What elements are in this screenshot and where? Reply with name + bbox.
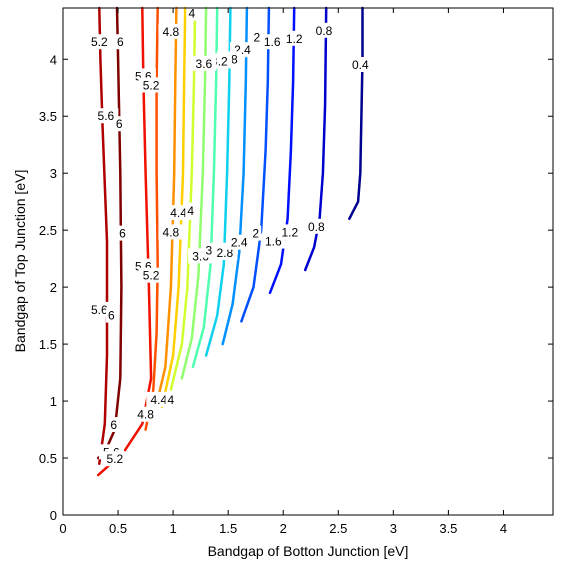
contour-line-2: [221, 6, 249, 346]
y-tick-label: 2: [50, 280, 57, 295]
contour-label: 0.8: [316, 24, 333, 38]
contour-lines: [96, 6, 364, 477]
contour-label: 6: [108, 309, 115, 323]
contour-label-bg: [158, 224, 184, 240]
contour-label: 2.4: [231, 236, 248, 250]
contour-label: 5.6: [98, 109, 115, 123]
contour-label: 1.6: [264, 35, 281, 49]
x-tick-label: 4: [500, 521, 507, 536]
contour-label: 0.4: [352, 58, 369, 72]
contour-label-bg: [93, 108, 119, 124]
contour-label: 1.2: [281, 225, 298, 239]
y-axis-ticks: 0 0.5 1 1.5 2 2.5 3 3.5 4: [39, 52, 553, 523]
x-tick-label: 2: [280, 521, 287, 536]
contour-label: 5.2: [106, 452, 123, 466]
contour-label: 4: [187, 204, 194, 218]
contour-label: 6: [117, 35, 124, 49]
y-tick-label: 1: [50, 394, 57, 409]
x-tick-label: 3: [390, 521, 397, 536]
contour-label-bg: [277, 224, 303, 240]
contour-label: 1.2: [286, 32, 303, 46]
contour-label-bg: [250, 225, 262, 241]
contour-label-bg: [347, 57, 373, 72]
contour-label: 4.8: [163, 225, 180, 239]
contour-label: 6: [119, 227, 126, 241]
contour-label-bg: [86, 34, 112, 50]
contour-line-2-4: [204, 6, 232, 357]
y-axis-label: Bandgap of Top Junction [eV]: [12, 170, 28, 353]
contour-label: 6: [116, 117, 123, 131]
y-tick-label: 0: [50, 508, 57, 523]
contour-label: 4.8: [163, 25, 180, 39]
contour-label-bg: [133, 406, 159, 422]
contour-label: 5.2: [143, 79, 160, 93]
contour-label: 0.8: [308, 220, 325, 234]
contour-label-bg: [138, 77, 164, 93]
x-tick-label: 2.5: [329, 521, 347, 536]
contour-line-1-6: [240, 6, 271, 323]
contour-label: 5.6: [91, 303, 108, 317]
x-tick-label: 0.5: [109, 521, 127, 536]
contour-label-bg: [146, 391, 172, 407]
y-tick-label: 2.5: [39, 223, 57, 238]
contour-label: 2: [252, 227, 259, 241]
contour-label: 5.2: [91, 35, 108, 49]
contour-label: 4.8: [137, 408, 154, 422]
contour-label-bg: [105, 307, 117, 323]
y-tick-label: 1.5: [39, 337, 57, 352]
contour-line-1-2: [268, 6, 296, 295]
contour-label-bg: [108, 417, 120, 432]
contour-label-bg: [166, 205, 192, 221]
plot-frame: [62, 7, 554, 516]
x-axis-label: Bandgap of Botton Junction [eV]: [208, 543, 409, 559]
contour-label: 3.6: [196, 57, 213, 71]
contour-label-bg: [138, 267, 164, 283]
contour-label-bg: [281, 30, 307, 46]
contour-label: 4.4: [150, 393, 167, 407]
contour-label-bg: [191, 55, 217, 71]
y-tick-label: 4: [50, 52, 57, 67]
contour-label-bg: [303, 218, 329, 234]
contour-label-bg: [86, 301, 112, 317]
contour-line-0-8: [303, 6, 328, 272]
contour-label: 4.4: [170, 206, 187, 220]
contour-label-bg: [185, 202, 197, 218]
contour-label-bg: [113, 116, 125, 132]
contour-label-bg: [114, 34, 126, 50]
contour-label-bg: [311, 22, 337, 38]
x-axis-ticks: 0 0.5 1 1.5 2 2.5 3 3.5 4: [59, 8, 507, 536]
x-tick-label: 1.5: [219, 521, 237, 536]
contour-label: 4: [168, 393, 175, 407]
contour-label-bg: [186, 5, 198, 21]
contour-label-bg: [259, 34, 285, 50]
y-tick-label: 0.5: [39, 451, 57, 466]
contour-label-bg: [158, 23, 184, 39]
contour-line-5-6: [98, 6, 109, 465]
contour-label-bg: [117, 225, 128, 241]
x-tick-label: 1: [169, 521, 176, 536]
contour-label-bg: [226, 234, 252, 250]
contour-label: 5.2: [143, 269, 160, 283]
x-tick-label: 3.5: [439, 521, 457, 536]
contour-line-0-4: [348, 6, 364, 221]
y-tick-label: 3: [50, 166, 57, 181]
contour-label-bg: [102, 451, 128, 467]
contour-labels: 0.40.81.21.622.42.83.23.644.85.265.65.25…: [86, 5, 373, 467]
contour-label-bg: [251, 29, 263, 45]
contour-label: 6: [110, 418, 117, 432]
contour-label: 4: [188, 7, 195, 21]
y-tick-label: 3.5: [39, 109, 57, 124]
contour-label: 2: [253, 31, 260, 45]
contour-label-bg: [165, 391, 177, 407]
x-tick-label: 0: [59, 521, 66, 536]
contour-line-5-2: [96, 6, 153, 477]
